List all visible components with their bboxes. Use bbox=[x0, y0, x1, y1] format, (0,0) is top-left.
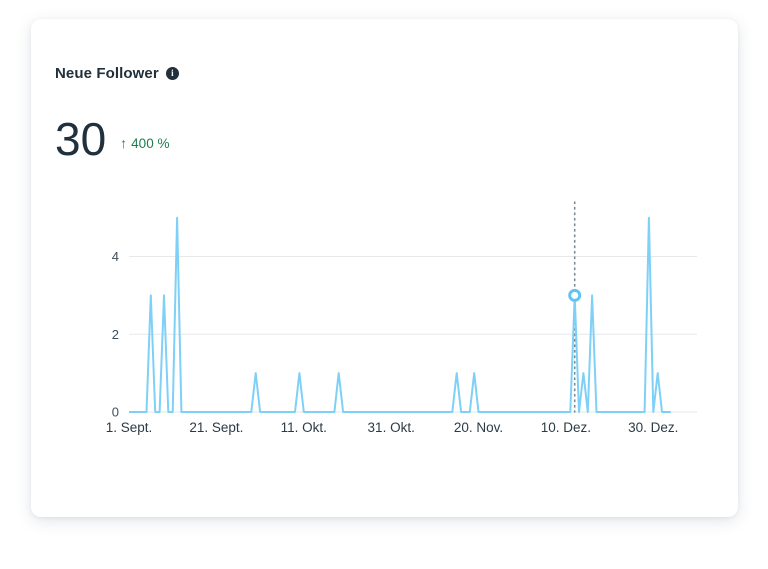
svg-text:21. Sept.: 21. Sept. bbox=[189, 420, 243, 435]
trend-up-arrow-icon: ↑ bbox=[120, 135, 128, 151]
svg-text:11. Okt.: 11. Okt. bbox=[281, 420, 327, 435]
trend-indicator: ↑ 400 % bbox=[120, 136, 169, 151]
svg-text:1. Sept.: 1. Sept. bbox=[106, 420, 153, 435]
metric-value: 30 bbox=[55, 113, 107, 165]
svg-text:0: 0 bbox=[112, 405, 119, 420]
svg-text:30. Dez.: 30. Dez. bbox=[628, 420, 678, 435]
svg-text:20. Nov.: 20. Nov. bbox=[454, 420, 503, 435]
new-followers-card: Neue Follower i 30 ↑ 400 % 0 2 4 1. Sept. 21… bbox=[31, 19, 738, 517]
card-title: Neue Follower bbox=[55, 65, 159, 82]
followers-line-chart[interactable]: 0 2 4 1. Sept. 21. Sept. 11. Okt. 31. Okt. 20. … bbox=[93, 194, 705, 446]
card-header: Neue Follower i bbox=[55, 65, 714, 82]
svg-text:10. Dez.: 10. Dez. bbox=[541, 420, 591, 435]
svg-text:2: 2 bbox=[112, 327, 119, 342]
trend-percentage: 400 % bbox=[131, 135, 170, 151]
metric-row: 30 ↑ 400 % bbox=[55, 116, 714, 162]
info-icon[interactable]: i bbox=[165, 67, 179, 80]
svg-text:31. Okt.: 31. Okt. bbox=[368, 420, 415, 435]
chart-canvas[interactable]: 0 2 4 1. Sept. 21. Sept. 11. Okt. 31. Okt. 20. … bbox=[93, 194, 705, 446]
svg-text:4: 4 bbox=[112, 249, 119, 264]
